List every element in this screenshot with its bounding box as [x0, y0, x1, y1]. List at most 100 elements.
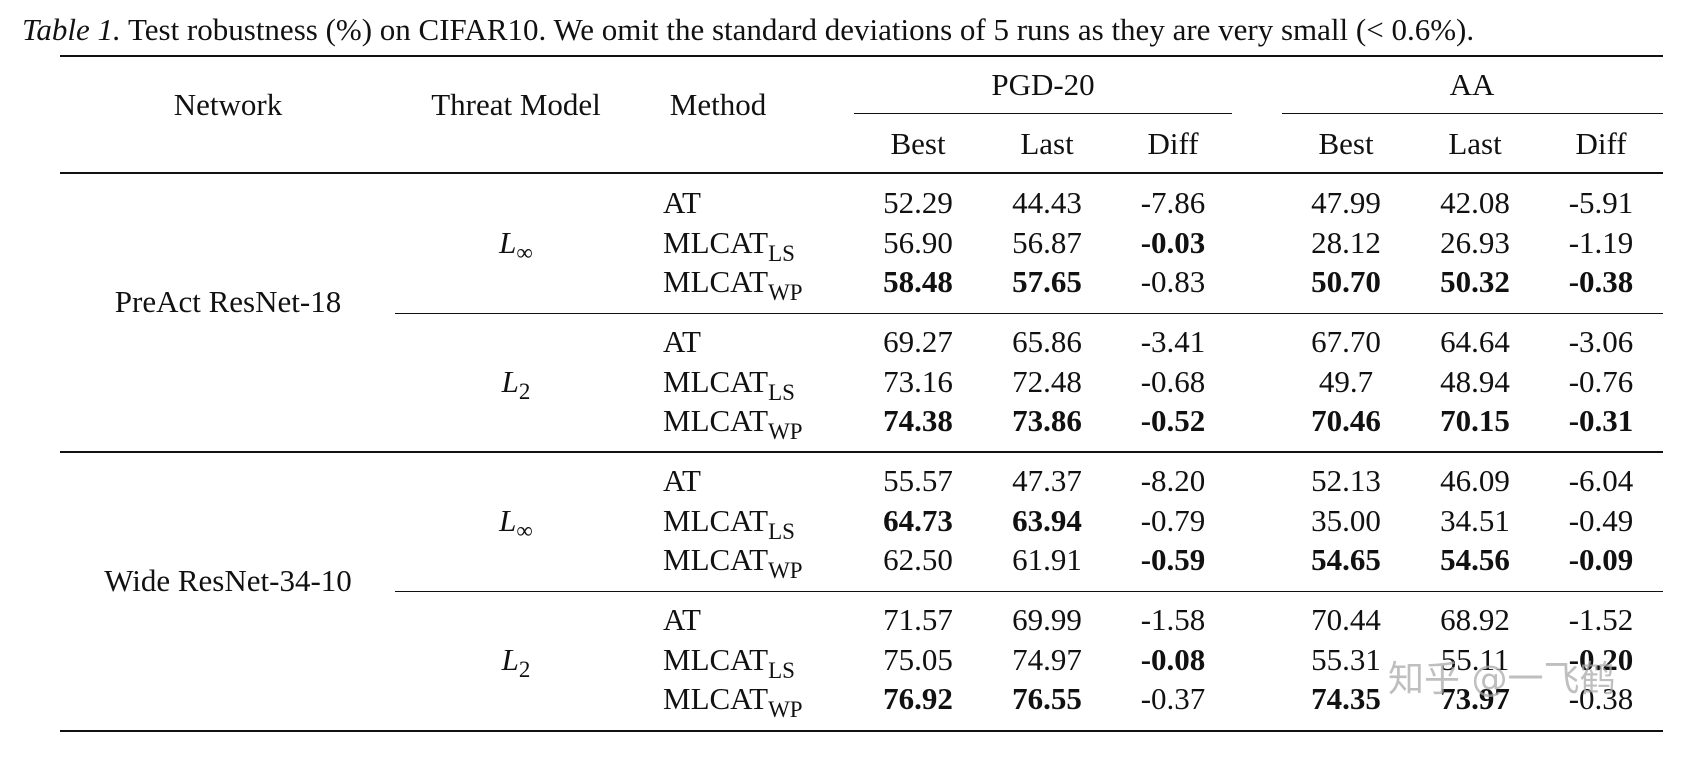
method-label: MLCATWP [663, 264, 803, 305]
cell-pgd-best: 56.90 [883, 225, 953, 260]
method-label: MLCATLS [663, 503, 795, 544]
cell-pgd-best: 58.48 [883, 264, 953, 299]
cell-aa-last: 50.32 [1440, 264, 1510, 299]
table-caption: Table 1. Test robustness (%) on CIFAR10.… [22, 10, 1705, 50]
cell-pgd-diff: -7.86 [1140, 185, 1206, 220]
cell-pgd-best: 69.27 [883, 324, 953, 359]
header-rule [60, 172, 1663, 174]
cell-aa-diff: -1.19 [1568, 225, 1634, 260]
cell-aa-best: 49.7 [1318, 364, 1374, 399]
cell-aa-best: 70.44 [1311, 602, 1381, 637]
cell-aa-best: 52.13 [1311, 463, 1381, 498]
header-pgd-group: PGD-20 [991, 67, 1095, 102]
header-network: Network [173, 87, 283, 122]
section-rule-1 [395, 313, 1663, 314]
network-label: Wide ResNet-34-10 [104, 563, 352, 598]
cell-pgd-best: 64.73 [883, 503, 953, 538]
cell-aa-diff: -0.31 [1568, 403, 1634, 438]
header-pgd-last: Last [1020, 126, 1074, 161]
method-label: MLCATLS [663, 642, 795, 683]
cell-aa-best: 28.12 [1311, 225, 1381, 260]
section-rule-2 [395, 591, 1663, 592]
cell-pgd-best: 62.50 [883, 542, 953, 577]
header-pgd-diff: Diff [1147, 126, 1199, 161]
method-label: AT [663, 324, 701, 359]
cell-pgd-diff: -1.58 [1140, 602, 1206, 637]
cell-aa-diff: -0.76 [1568, 364, 1634, 399]
top-rule [60, 55, 1663, 57]
header-aa-best: Best [1318, 126, 1374, 161]
method-label: MLCATLS [663, 225, 795, 266]
cell-aa-last: 42.08 [1440, 185, 1510, 220]
cell-pgd-diff: -0.37 [1140, 681, 1206, 716]
cell-pgd-last: 74.97 [1012, 642, 1082, 677]
threat-model-label: L2 [501, 642, 531, 682]
cell-pgd-last: 76.55 [1012, 681, 1082, 716]
pgd-group-rule [854, 113, 1232, 114]
cell-aa-diff: -0.38 [1568, 264, 1634, 299]
cell-aa-last: 68.92 [1440, 602, 1510, 637]
threat-model-label: L2 [501, 364, 531, 404]
method-label: MLCATWP [663, 542, 803, 583]
network-label: PreAct ResNet-18 [114, 284, 342, 319]
cell-pgd-best: 52.29 [883, 185, 953, 220]
cell-pgd-diff: -3.41 [1140, 324, 1206, 359]
cell-aa-last: 73.97 [1440, 681, 1510, 716]
method-label: MLCATWP [663, 681, 803, 722]
cell-pgd-best: 76.92 [883, 681, 953, 716]
method-label: MLCATWP [663, 403, 803, 444]
threat-model-label: L∞ [499, 503, 533, 543]
method-label: AT [663, 185, 701, 220]
header-aa-group: AA [1449, 67, 1495, 102]
cell-pgd-last: 57.65 [1012, 264, 1082, 299]
method-label: MLCATLS [663, 364, 795, 405]
header-aa-last: Last [1448, 126, 1502, 161]
cell-pgd-diff: -8.20 [1140, 463, 1206, 498]
cell-pgd-diff: -0.59 [1140, 542, 1206, 577]
header-aa-diff: Diff [1575, 126, 1627, 161]
cell-pgd-last: 63.94 [1012, 503, 1082, 538]
cell-aa-best: 74.35 [1311, 681, 1381, 716]
cell-aa-last: 46.09 [1440, 463, 1510, 498]
cell-aa-last: 34.51 [1440, 503, 1510, 538]
cell-aa-last: 70.15 [1440, 403, 1510, 438]
cell-pgd-diff: -0.03 [1140, 225, 1206, 260]
network-rule [60, 451, 1663, 453]
cell-aa-last: 26.93 [1440, 225, 1510, 260]
cell-pgd-last: 65.86 [1012, 324, 1082, 359]
cell-pgd-last: 73.86 [1012, 403, 1082, 438]
header-threat-model: Threat Model [431, 87, 601, 122]
cell-aa-diff: -5.91 [1568, 185, 1634, 220]
bottom-rule [60, 730, 1663, 732]
cell-aa-diff: -1.52 [1568, 602, 1634, 637]
cell-pgd-last: 44.43 [1012, 185, 1082, 220]
cell-pgd-best: 55.57 [883, 463, 953, 498]
cell-pgd-last: 56.87 [1012, 225, 1082, 260]
cell-aa-diff: -0.38 [1568, 681, 1634, 716]
cell-pgd-last: 61.91 [1012, 542, 1082, 577]
cell-pgd-best: 75.05 [883, 642, 953, 677]
header-pgd-best: Best [890, 126, 946, 161]
cell-aa-best: 70.46 [1311, 403, 1381, 438]
cell-aa-best: 50.70 [1311, 264, 1381, 299]
cell-pgd-last: 72.48 [1012, 364, 1082, 399]
cell-pgd-diff: -0.79 [1140, 503, 1206, 538]
cell-aa-diff: -0.49 [1568, 503, 1634, 538]
method-label: AT [663, 463, 701, 498]
cell-aa-best: 35.00 [1311, 503, 1381, 538]
cell-aa-last: 55.11 [1440, 642, 1510, 677]
header-method: Method [669, 87, 767, 122]
cell-pgd-best: 74.38 [883, 403, 953, 438]
caption-label: Table 1. [22, 12, 121, 47]
cell-pgd-last: 69.99 [1012, 602, 1082, 637]
cell-aa-last: 64.64 [1440, 324, 1510, 359]
cell-pgd-diff: -0.08 [1140, 642, 1206, 677]
watermark: 知乎 @一飞鹤 [1388, 659, 1616, 700]
cell-aa-diff: -3.06 [1568, 324, 1634, 359]
cell-aa-last: 48.94 [1440, 364, 1510, 399]
cell-pgd-best: 73.16 [883, 364, 953, 399]
cell-pgd-best: 71.57 [883, 602, 953, 637]
caption-text: Test robustness (%) on CIFAR10. We omit … [120, 12, 1475, 47]
cell-aa-diff: -0.20 [1568, 642, 1634, 677]
cell-aa-diff: -0.09 [1568, 542, 1634, 577]
